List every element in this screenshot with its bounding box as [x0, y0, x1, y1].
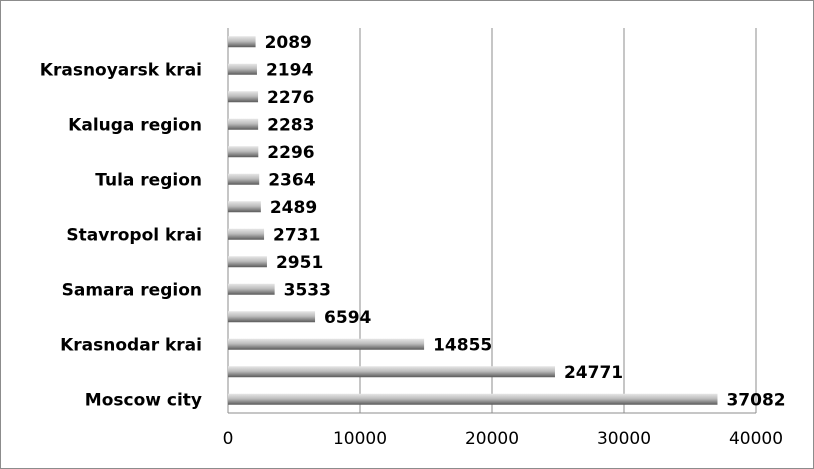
value-label-10: 2283: [267, 115, 314, 135]
category-label-10: Kaluga region: [68, 115, 202, 135]
bar-5: [228, 256, 267, 268]
bar-2: [228, 338, 425, 350]
category-label-8: Tula region: [95, 170, 202, 190]
bar-8: [228, 173, 260, 185]
x-tick-label-20000: 20000: [465, 429, 519, 449]
x-tick-label-0: 0: [223, 429, 234, 449]
gridlines: [227, 28, 757, 414]
category-label-4: Samara region: [62, 280, 202, 300]
value-label-7: 2489: [270, 198, 317, 218]
bar-1: [228, 366, 555, 378]
value-label-12: 2194: [266, 60, 313, 80]
value-label-5: 2951: [276, 253, 323, 273]
value-label-1: 24771: [564, 363, 623, 383]
value-label-0: 37082: [726, 390, 785, 410]
bar-10: [228, 118, 259, 130]
value-label-11: 2276: [267, 88, 314, 108]
bar-11: [228, 91, 259, 103]
category-label-12: Krasnoyarsk krai: [40, 60, 202, 80]
bar-7: [228, 201, 261, 213]
bar-4: [228, 283, 275, 295]
category-label-2: Krasnodar krai: [60, 335, 202, 355]
value-label-8: 2364: [268, 170, 315, 190]
value-label-2: 14855: [433, 335, 492, 355]
x-tick-label-30000: 30000: [597, 429, 651, 449]
value-label-13: 2089: [265, 33, 312, 53]
labels: 0 10000 20000 30000 40000 37082 Moscow city 247…: [40, 33, 786, 449]
x-tick-label-40000: 40000: [729, 429, 783, 449]
category-label-6: Stavropol krai: [66, 225, 202, 245]
category-label-0: Moscow city: [85, 390, 202, 410]
bar-0: [228, 393, 718, 405]
value-label-9: 2296: [267, 143, 314, 163]
value-label-4: 3533: [284, 280, 331, 300]
value-label-3: 6594: [324, 308, 371, 328]
bar-3: [228, 311, 316, 323]
bar-13: [228, 36, 256, 48]
value-label-6: 2731: [273, 225, 320, 245]
bar-6: [228, 228, 265, 240]
bars: [228, 36, 718, 405]
x-tick-label-10000: 10000: [333, 429, 387, 449]
bar-9: [228, 146, 259, 158]
bar-12: [228, 63, 257, 75]
